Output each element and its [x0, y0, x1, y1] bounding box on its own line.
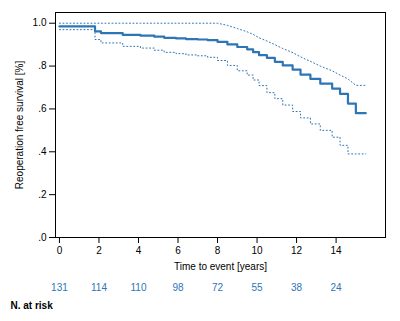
svg-text:N. at risk: N. at risk [11, 300, 54, 311]
svg-text:10: 10 [251, 245, 263, 256]
svg-text:6: 6 [175, 245, 181, 256]
svg-text:Reoperation free survival [%]: Reoperation free survival [%] [14, 61, 25, 190]
svg-text:98: 98 [172, 282, 184, 293]
svg-text:.6: .6 [38, 103, 47, 114]
svg-text:131: 131 [51, 282, 68, 293]
svg-text:12: 12 [291, 245, 303, 256]
svg-text:.0: .0 [38, 232, 47, 243]
svg-text:38: 38 [291, 282, 303, 293]
svg-text:110: 110 [131, 282, 147, 293]
svg-text:2: 2 [96, 245, 102, 256]
svg-text:14: 14 [331, 245, 343, 256]
svg-text:1.0: 1.0 [33, 17, 47, 28]
svg-text:0: 0 [57, 245, 63, 256]
svg-text:55: 55 [251, 282, 263, 293]
svg-text:24: 24 [331, 282, 343, 293]
svg-text:8: 8 [215, 245, 221, 256]
svg-text:4: 4 [136, 245, 142, 256]
svg-text:.4: .4 [38, 146, 47, 157]
svg-text:.2: .2 [38, 189, 47, 200]
svg-text:.8: .8 [38, 60, 47, 71]
svg-text:114: 114 [91, 282, 107, 293]
svg-text:Time to event [years]: Time to event [years] [174, 261, 267, 272]
svg-text:72: 72 [212, 282, 224, 293]
